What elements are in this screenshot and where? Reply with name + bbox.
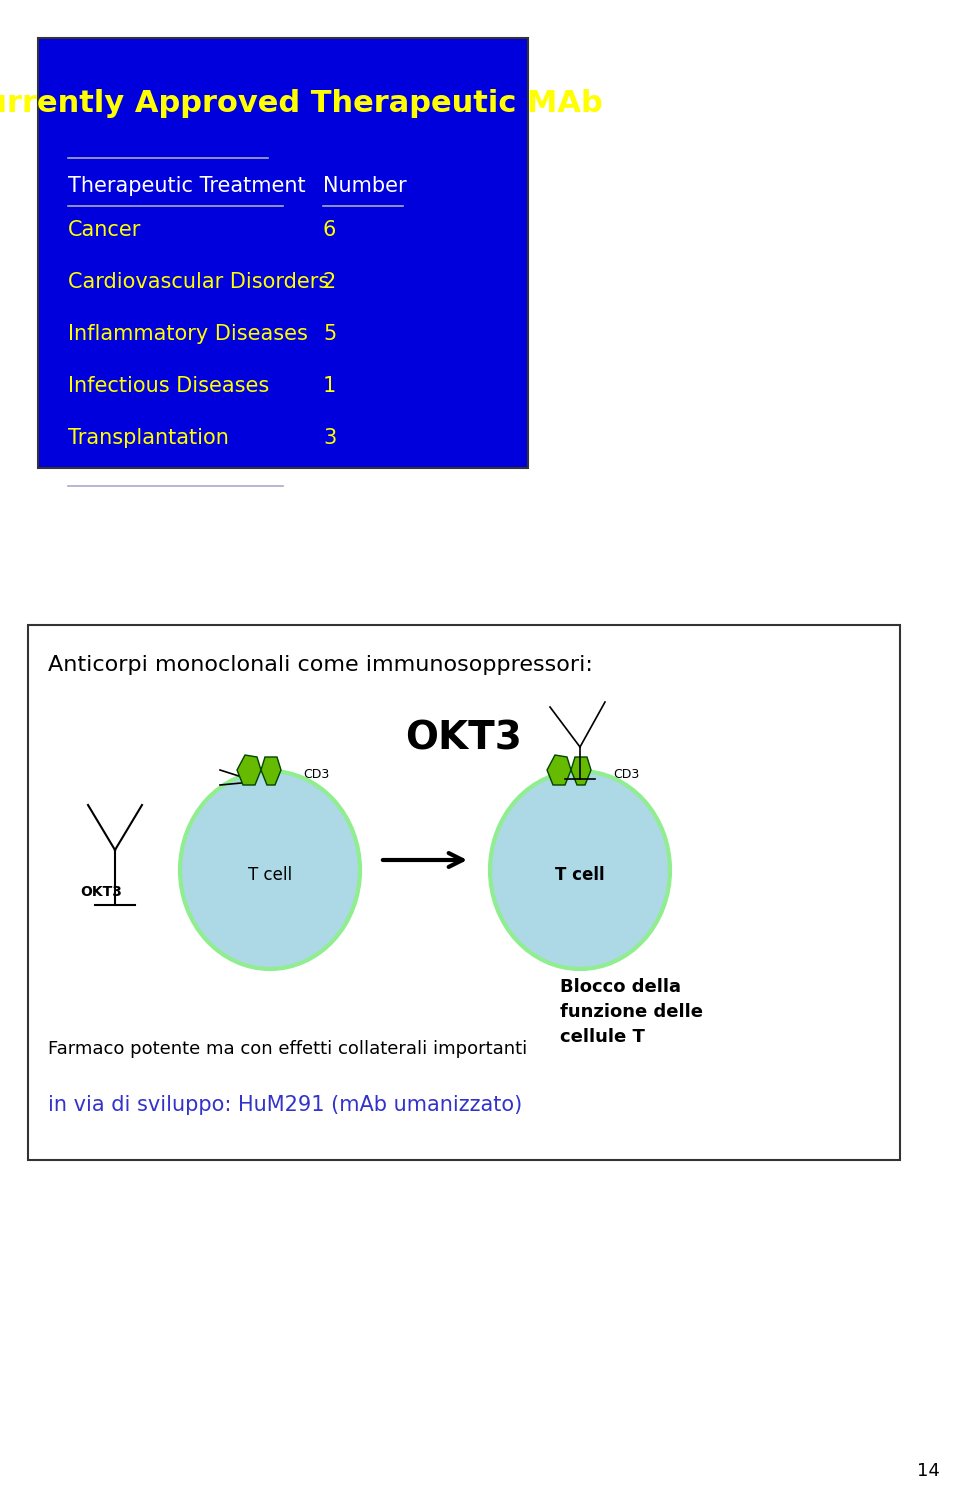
Polygon shape [571,757,591,785]
Text: 14: 14 [917,1462,940,1480]
Ellipse shape [180,772,360,970]
Polygon shape [237,755,261,785]
Text: CD3: CD3 [613,769,639,782]
FancyBboxPatch shape [28,624,900,1160]
Text: Currently Approved Therapeutic MAb: Currently Approved Therapeutic MAb [0,89,603,117]
Text: 1: 1 [323,375,336,396]
Text: T cell: T cell [555,866,605,884]
Polygon shape [547,755,571,785]
Text: OKT3: OKT3 [405,720,522,758]
Text: Therapeutic Treatment: Therapeutic Treatment [68,176,305,197]
Text: 5: 5 [323,324,336,344]
Text: Cancer: Cancer [68,221,141,240]
Text: 3: 3 [323,428,336,447]
Text: Infectious Diseases: Infectious Diseases [68,375,269,396]
Text: Farmaco potente ma con effetti collaterali importanti: Farmaco potente ma con effetti collatera… [48,1040,527,1058]
Text: Cardiovascular Disorders: Cardiovascular Disorders [68,272,329,293]
Text: Blocco della
funzione delle
cellule T: Blocco della funzione delle cellule T [560,979,703,1046]
FancyBboxPatch shape [38,38,528,468]
Text: 2: 2 [323,272,336,293]
Text: Anticorpi monoclonali come immunosoppressori:: Anticorpi monoclonali come immunosoppres… [48,654,593,675]
Text: OKT3: OKT3 [80,886,122,899]
Text: 6: 6 [323,221,336,240]
Ellipse shape [490,772,670,970]
Text: Inflammatory Diseases: Inflammatory Diseases [68,324,308,344]
Polygon shape [261,757,281,785]
Text: in via di sviluppo: HuM291 (mAb umanizzato): in via di sviluppo: HuM291 (mAb umanizza… [48,1096,522,1115]
Text: Transplantation: Transplantation [68,428,228,447]
Text: CD3: CD3 [303,769,329,782]
Text: Number: Number [323,176,407,197]
Text: T cell: T cell [248,866,292,884]
